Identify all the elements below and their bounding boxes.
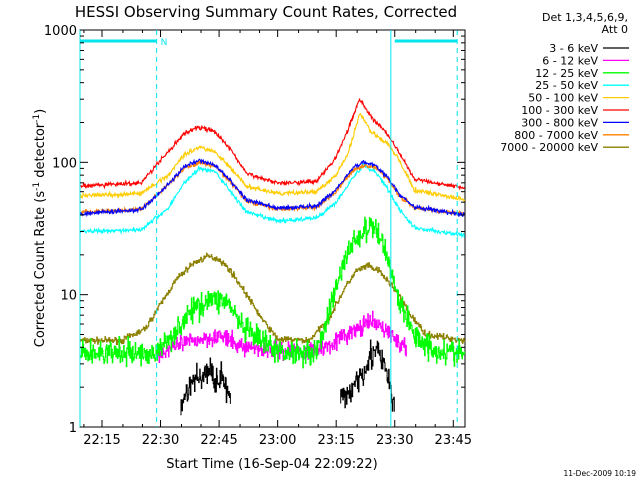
x-tick-label: 22:45 (200, 433, 237, 448)
series-line-12-25kev (79, 216, 466, 369)
x-tick-label: 23:45 (435, 433, 472, 448)
chart-title: HESSI Observing Summary Count Rates, Cor… (75, 3, 457, 21)
x-axis-label: Start Time (16-Sep-04 22:09:22) (166, 457, 377, 472)
legend-label: 25 - 50 keV (535, 79, 598, 92)
y-tick-label: 1000 (44, 24, 77, 39)
legend-label: 300 - 800 keV (521, 116, 598, 129)
y-axis-label: Corrected Count Rate (s-1 detector-1) (32, 109, 48, 347)
legend-label: 3 - 6 keV (549, 42, 598, 55)
series-line-300-800kev (79, 158, 465, 218)
x-tick-label: 23:00 (259, 433, 296, 448)
y-tick-label: 10 (60, 289, 77, 304)
x-tick-label: 22:15 (83, 433, 120, 448)
legend-header-line: Det 1,3,4,5,6,9, (542, 11, 628, 24)
legend-header-line: Att 0 (602, 23, 628, 36)
x-tick-label: 23:30 (376, 433, 413, 448)
y-tick-label: 1 (69, 421, 77, 436)
y-tick-label: 100 (52, 156, 77, 171)
series-line-7000-20000kev (79, 252, 466, 346)
x-tick-label: 22:30 (142, 433, 179, 448)
legend-label: 100 - 300 keV (521, 104, 598, 117)
night-flag-label: N (161, 38, 168, 48)
plot-frame (79, 29, 466, 428)
series-line-50-100kev (79, 112, 466, 203)
legend-label: 12 - 25 keV (535, 67, 598, 80)
series-line-3-6kev (180, 339, 395, 416)
legend-label: 7000 - 20000 keV (500, 141, 598, 154)
series-line-25-50kev (79, 162, 466, 239)
x-tick-label: 23:15 (317, 433, 354, 448)
series-line-100-300kev (79, 98, 466, 191)
legend-label: 50 - 100 keV (528, 92, 598, 105)
legend-label: 6 - 12 keV (542, 54, 598, 67)
legend-label: 800 - 7000 keV (514, 129, 598, 142)
footer-timestamp: 11-Dec-2009 10:19 (563, 469, 636, 478)
